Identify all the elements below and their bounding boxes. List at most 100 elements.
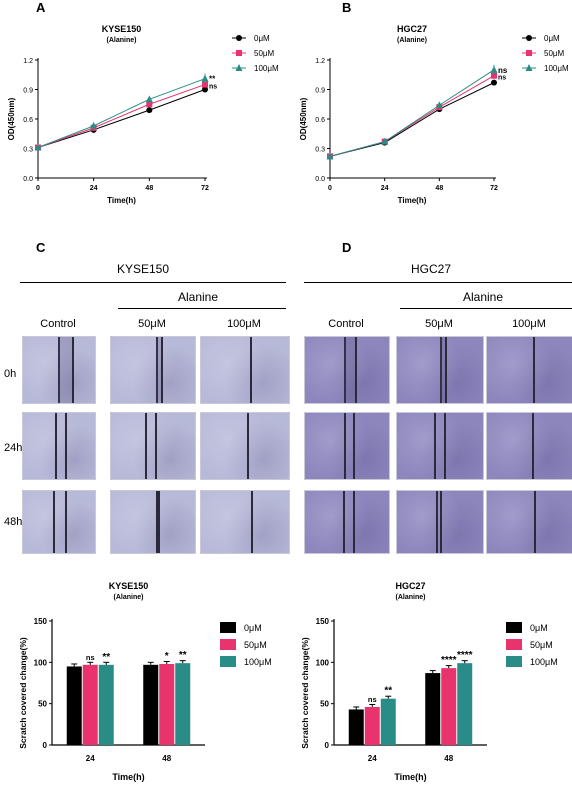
wound-healing-image bbox=[110, 490, 196, 554]
wound-healing-image bbox=[304, 336, 390, 404]
cell-texture bbox=[23, 491, 95, 553]
data-point bbox=[34, 143, 42, 151]
y-tick-label: 0.3 bbox=[23, 147, 33, 154]
col-label-control: Control bbox=[40, 318, 76, 330]
scratch-edge bbox=[532, 337, 535, 403]
legend-label: 100μM bbox=[544, 64, 569, 73]
legend-swatch bbox=[220, 639, 236, 650]
chart-d-bar: HGC27 (Alanine) 0 50 100 150 Time(h) Scratch co… bbox=[300, 581, 558, 782]
bar bbox=[98, 664, 114, 745]
data-point bbox=[145, 95, 153, 103]
legend-label: 50μM bbox=[530, 640, 553, 650]
x-tick-label: 0 bbox=[36, 185, 40, 192]
series-line bbox=[37, 84, 206, 148]
scratch-edge bbox=[534, 491, 537, 553]
data-point bbox=[491, 72, 497, 79]
scratch-edge bbox=[352, 491, 355, 553]
x-tick-label: 72 bbox=[490, 185, 498, 192]
scratch-edge bbox=[64, 413, 67, 479]
cell-texture bbox=[487, 413, 572, 479]
bar bbox=[457, 663, 473, 745]
row-label-24h: 24h bbox=[4, 442, 23, 454]
cell-texture bbox=[23, 413, 95, 479]
panel-d-cell-line: HGC27 bbox=[410, 262, 451, 276]
bar bbox=[425, 673, 441, 745]
scratch-edge bbox=[158, 491, 161, 553]
data-point bbox=[491, 79, 497, 86]
chart-title: HGC27 bbox=[395, 581, 425, 591]
y-tick-label: 0 bbox=[43, 741, 48, 750]
scratch-edge bbox=[71, 337, 74, 403]
panel-letter-a: A bbox=[36, 0, 46, 15]
legend-swatch bbox=[220, 622, 236, 633]
data-point bbox=[326, 152, 334, 160]
x-axis-label: Time(h) bbox=[394, 772, 426, 782]
significance-label: ns bbox=[86, 653, 95, 662]
scratch-gap bbox=[155, 337, 162, 403]
x-tick-label: 72 bbox=[201, 185, 209, 192]
data-point bbox=[526, 50, 532, 56]
bar bbox=[82, 664, 98, 745]
bar bbox=[175, 663, 191, 745]
y-tick-label: 150 bbox=[34, 617, 48, 626]
legend-label: 100μM bbox=[254, 64, 279, 73]
x-tick-label: 24 bbox=[90, 185, 98, 192]
y-tick-label: 1.2 bbox=[315, 58, 325, 65]
y-tick-label: 0.9 bbox=[23, 88, 33, 95]
data-point bbox=[236, 35, 242, 41]
scratch-gap bbox=[343, 337, 356, 403]
series-line bbox=[329, 82, 495, 157]
chart-c-bar: KYSE150 (Alanine) 0 50 100 150 Time(h) Scratch … bbox=[18, 581, 272, 782]
scratch-edge bbox=[352, 413, 355, 479]
col-label-control: Control bbox=[328, 318, 364, 330]
cell-texture bbox=[201, 413, 289, 479]
y-tick-label: 1.2 bbox=[23, 58, 33, 65]
wound-healing-image bbox=[486, 490, 572, 554]
legend-swatch bbox=[506, 622, 522, 633]
panel-letter-d: D bbox=[342, 240, 352, 255]
chart-subtitle: (Alanine) bbox=[107, 37, 137, 44]
cell-texture bbox=[201, 491, 289, 553]
significance-label: ns bbox=[368, 695, 377, 704]
divider bbox=[118, 308, 286, 309]
y-tick-label: 0.6 bbox=[23, 117, 33, 124]
y-tick-label: 150 bbox=[316, 617, 330, 626]
x-tick-label: 0 bbox=[328, 185, 332, 192]
col-label-100um: 100μM bbox=[227, 318, 261, 330]
cell-texture bbox=[487, 491, 572, 553]
scratch-edge bbox=[250, 337, 253, 403]
bar bbox=[441, 668, 457, 745]
panel-letter-c: C bbox=[36, 240, 46, 255]
wound-healing-image bbox=[396, 336, 484, 404]
significance-label: **** bbox=[457, 650, 473, 661]
cell-texture bbox=[201, 337, 289, 403]
y-tick-label: 0.0 bbox=[315, 176, 325, 183]
col-label-50um: 50μM bbox=[138, 318, 166, 330]
x-tick-label: 48 bbox=[435, 185, 443, 192]
x-tick-label: 24 bbox=[381, 185, 389, 192]
x-axis-label: Time(h) bbox=[107, 196, 136, 205]
significance-label: ** bbox=[209, 75, 216, 84]
cell-texture bbox=[111, 337, 195, 403]
bar bbox=[380, 698, 396, 745]
y-tick-label: 0.3 bbox=[315, 147, 325, 154]
x-tick-label: 48 bbox=[145, 185, 153, 192]
scratch-edge bbox=[154, 413, 157, 479]
legend-label: 50μM bbox=[544, 49, 565, 58]
data-point bbox=[202, 86, 208, 93]
wound-healing-image bbox=[396, 490, 484, 554]
bar bbox=[159, 663, 175, 745]
bar bbox=[364, 706, 380, 745]
significance-label: ** bbox=[102, 652, 110, 663]
scratch-edge bbox=[433, 413, 436, 479]
panel-c-treatment: Alanine bbox=[177, 290, 219, 304]
wound-healing-image bbox=[486, 412, 572, 480]
bar bbox=[143, 664, 159, 745]
legend-label: 50μM bbox=[254, 49, 275, 58]
data-point bbox=[146, 101, 153, 108]
y-tick-label: 0.6 bbox=[315, 117, 325, 124]
scratch-edge bbox=[53, 491, 56, 553]
divider bbox=[304, 282, 572, 283]
data-point bbox=[525, 64, 533, 71]
significance-label: ns bbox=[498, 75, 506, 82]
